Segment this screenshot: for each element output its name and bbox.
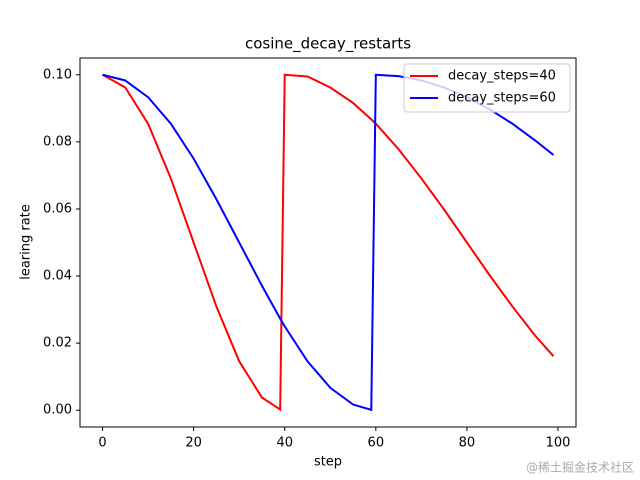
chart-title: cosine_decay_restarts: [245, 35, 411, 54]
x-tick-label: 40: [276, 436, 293, 451]
y-tick-label: 0.04: [43, 269, 72, 284]
y-tick-label: 0.06: [43, 201, 72, 216]
x-tick-label: 60: [368, 436, 385, 451]
x-tick-label: 80: [459, 436, 476, 451]
x-axis-label: step: [314, 455, 342, 470]
y-tick-label: 0.08: [43, 134, 72, 149]
legend-label: decay_steps=60: [448, 91, 556, 106]
legend-box: [403, 63, 571, 113]
y-axis-label: learing rate: [19, 204, 34, 280]
x-tick-label: 20: [185, 436, 202, 451]
x-tick-label: 100: [546, 436, 571, 451]
y-tick-label: 0.10: [43, 67, 72, 82]
x-tick-label: 0: [98, 436, 106, 451]
legend-label: decay_steps=40: [448, 69, 556, 84]
y-tick-label: 0.00: [43, 403, 72, 418]
series-line: [102, 73, 555, 412]
watermark: @稀土掘金技术社区: [526, 460, 634, 475]
plot-frame: [79, 57, 577, 428]
y-tick-label: 0.02: [43, 336, 72, 351]
